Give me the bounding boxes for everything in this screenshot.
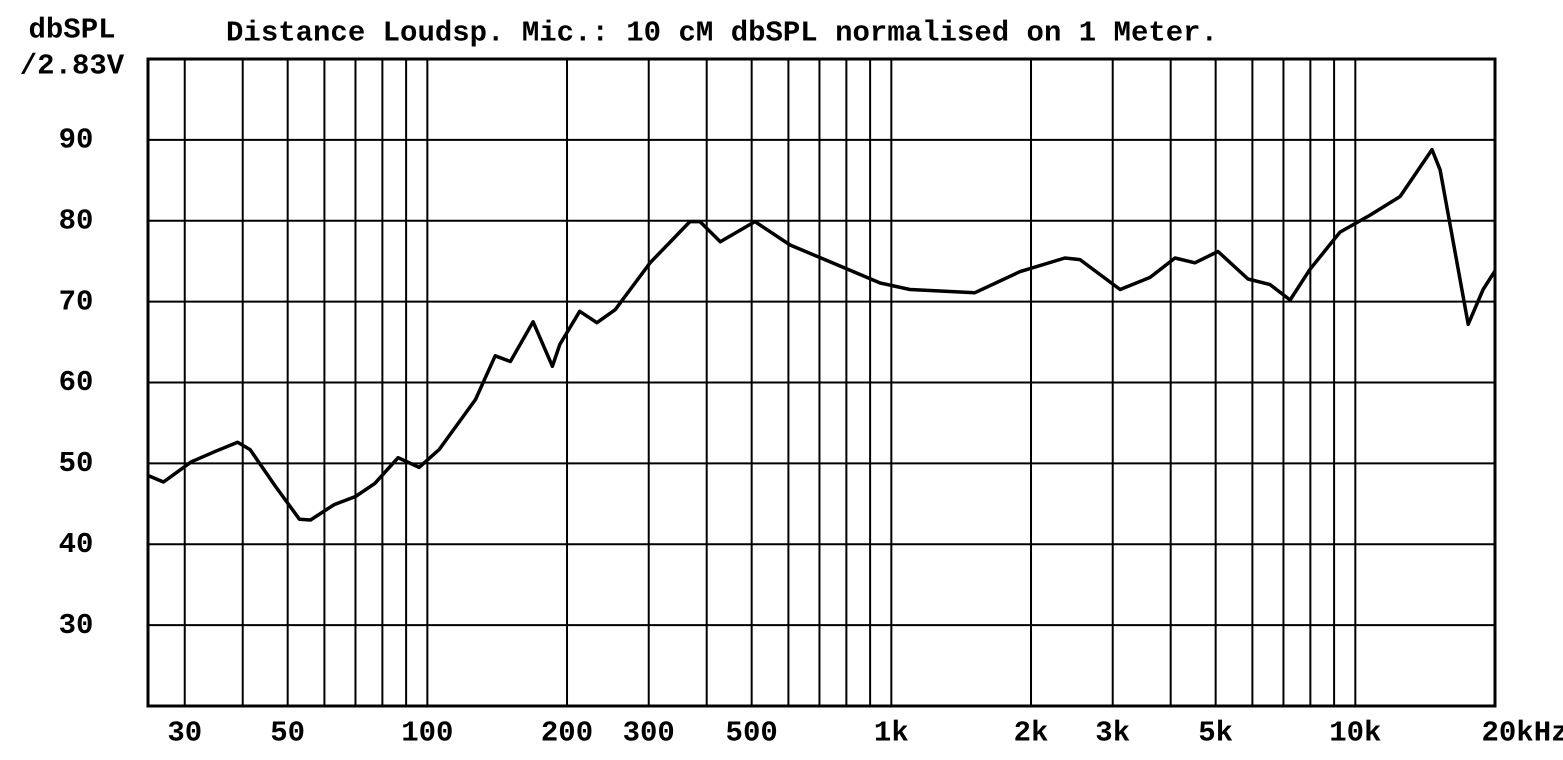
x-tick-label: 500 [726,717,778,750]
response-curve [147,147,1497,522]
y-axis-label: dbSPL [28,14,115,47]
y-tick-label: 90 [59,124,94,157]
x-tick-label: 200 [541,717,593,750]
y-tick-label: 50 [59,447,94,480]
y-axis-label: /2.83V [20,50,125,83]
x-tick-label: 2k [1014,717,1049,750]
x-tick-label: 3k [1095,717,1130,750]
y-tick-label: 80 [59,204,94,237]
plot-frame [146,57,1497,708]
x-tick-label: 1k [874,717,909,750]
x-tick-label: 10k [1329,717,1381,750]
x-tick-label: 300 [623,717,675,750]
y-tick-label: 30 [59,609,94,642]
y-tick-label: 70 [59,285,94,318]
x-tick-label: 20kHz [1481,717,1563,750]
y-tick-label: 60 [59,366,94,399]
chart-title: Distance Loudsp. Mic.: 10 cM dbSPL norma… [226,17,1218,50]
x-tick-label: 50 [270,717,305,750]
x-tick-label: 100 [401,717,453,750]
y-tick-label: 40 [59,528,94,561]
x-tick-label: 5k [1198,717,1233,750]
x-tick-label: 30 [167,717,202,750]
